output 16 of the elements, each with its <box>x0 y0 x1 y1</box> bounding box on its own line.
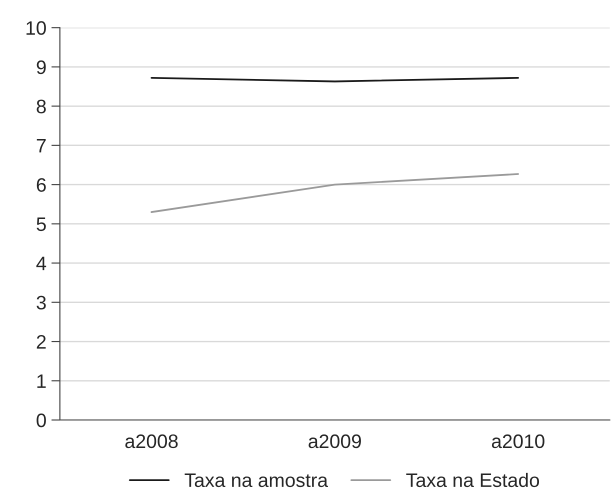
x-tick-label: a2010 <box>492 434 544 448</box>
y-tick-label: 5 <box>36 218 46 232</box>
y-tick-label: 4 <box>36 256 46 270</box>
legend-label: Taxa na amostra <box>184 474 328 488</box>
x-tick-label: a2009 <box>308 434 361 448</box>
y-tick-label: 10 <box>26 21 46 35</box>
y-tick-label: 0 <box>36 413 46 428</box>
x-tick-label: a2008 <box>125 434 178 448</box>
legend-label: Taxa na Estado <box>406 472 540 488</box>
y-tick-label: 8 <box>36 100 46 114</box>
y-tick-label: 6 <box>36 178 46 192</box>
y-tick-label: 7 <box>36 139 46 152</box>
y-tick-label: 2 <box>36 335 46 349</box>
y-tick-label: 3 <box>36 296 46 310</box>
y-tick-label: 1 <box>37 374 46 388</box>
y-tick-label: 9 <box>36 60 46 74</box>
